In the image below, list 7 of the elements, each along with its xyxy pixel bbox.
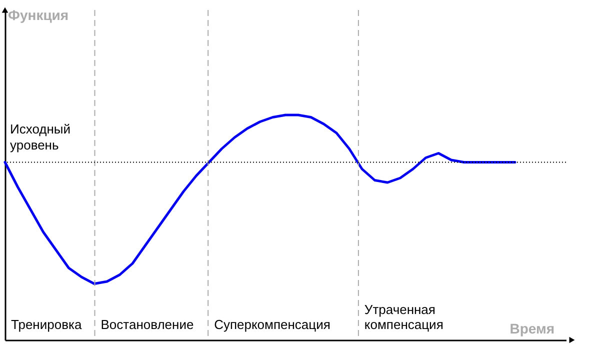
- annotation: Утраченная компенсация: [364, 302, 444, 332]
- text: Функция: [8, 7, 69, 23]
- annotation: Суперкомпенсация: [214, 317, 330, 332]
- annotation: Тренировка: [11, 317, 82, 332]
- annotation: Востановление: [100, 317, 194, 332]
- ref-line-label: Исходный уровень: [10, 121, 71, 152]
- x-axis-title: Время: [510, 320, 554, 336]
